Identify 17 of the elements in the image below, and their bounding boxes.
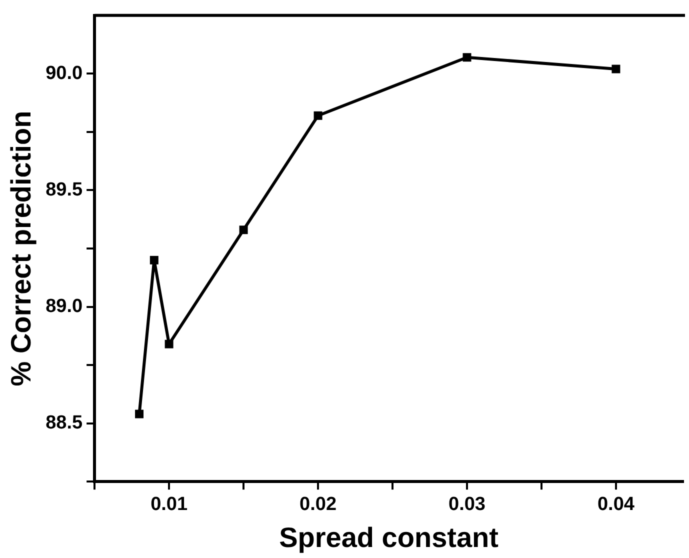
point	[150, 256, 158, 264]
point	[314, 111, 322, 120]
x-tick-label: 0.02	[300, 494, 337, 516]
point	[164, 340, 174, 348]
x-tick-label: 0.04	[597, 494, 635, 516]
point	[612, 64, 620, 74]
x-tick-label: 0.01	[150, 494, 188, 516]
y-tick-label: 88.5	[46, 412, 84, 434]
y-tick-label: 90.0	[46, 62, 83, 84]
point	[462, 53, 472, 62]
x-axis-title: Spread constant	[279, 522, 498, 553]
y-tick-label: 89.5	[46, 179, 84, 200]
x-tick-label: 0.03	[448, 494, 486, 516]
y-axis-title: % Correct prediction	[6, 110, 37, 386]
point	[135, 410, 144, 418]
point	[239, 226, 248, 234]
y-tick-label: 89.0	[46, 296, 83, 318]
